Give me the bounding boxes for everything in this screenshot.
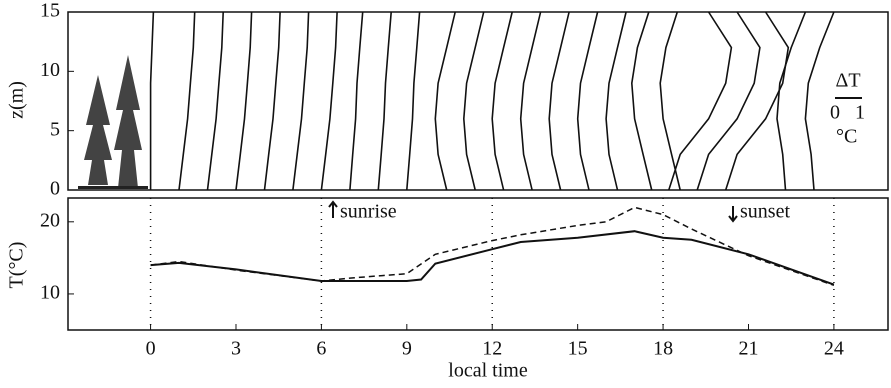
temperature-profile (696, 11, 761, 191)
x-tick-label: 18 (653, 338, 673, 360)
temperature-profile (630, 11, 653, 191)
sunrise-arrow (328, 200, 338, 218)
temperature-profile (776, 11, 807, 191)
y-tick-label: 5 (50, 118, 60, 140)
temperature-profile (349, 11, 364, 191)
tree (84, 75, 112, 185)
scale-tick-label: 1 (855, 102, 865, 124)
y-tick-label: 10 (40, 59, 60, 81)
temperature-profile (149, 11, 155, 190)
y-tick-label: 0 (50, 178, 60, 200)
bottom-frame (67, 197, 889, 331)
tree (114, 55, 142, 188)
y-tick-label: 10 (40, 282, 60, 304)
y-tick-label: 20 (40, 209, 60, 231)
temperature-profile (659, 11, 681, 191)
temperature-line (150, 230, 835, 286)
temperature-profile (519, 11, 542, 191)
temperature-profile (548, 11, 570, 191)
temperature-profile (434, 11, 456, 191)
x-tick-label: 6 (316, 338, 326, 360)
scale-unit: °C (836, 126, 857, 148)
top-frame (67, 11, 889, 191)
sunset-arrow (728, 206, 738, 223)
temperature-line (150, 206, 835, 287)
x-tick-label: 24 (824, 338, 844, 360)
temperature-profile (668, 11, 733, 191)
temperature-profile (235, 11, 253, 191)
temperature-profile (206, 11, 224, 191)
temperature-profile (377, 11, 392, 191)
x-axis-label: local time (448, 360, 528, 382)
trees (78, 55, 148, 189)
temperature-profile (576, 11, 599, 191)
temperature-profile (462, 11, 485, 191)
x-tick-label: 12 (482, 338, 502, 360)
annotation: sunrise (340, 201, 397, 223)
scale-tick-label: 0 (830, 102, 840, 124)
temperature-profile (724, 11, 790, 191)
temperature-profile (491, 11, 513, 191)
annotation: sunset (740, 201, 790, 223)
y-axis-label: z(m) (6, 81, 28, 119)
temperature-profile (178, 11, 196, 191)
temperature-profile (320, 11, 338, 191)
x-tick-label: 3 (231, 338, 241, 360)
temperature-profile (406, 11, 421, 191)
x-tick-label: 9 (402, 338, 412, 360)
y-axis-label: T(°C) (6, 242, 28, 289)
temperature-profile (292, 11, 310, 191)
ground (78, 186, 148, 189)
temperature-profile (605, 11, 627, 191)
scale-label: ΔT (835, 70, 860, 92)
x-tick-label: 0 (146, 338, 156, 360)
temperature-profile (804, 11, 835, 191)
x-tick-label: 21 (738, 338, 758, 360)
temperature-profile (263, 11, 281, 191)
y-tick-label: 15 (40, 0, 60, 22)
x-tick-label: 15 (568, 338, 588, 360)
